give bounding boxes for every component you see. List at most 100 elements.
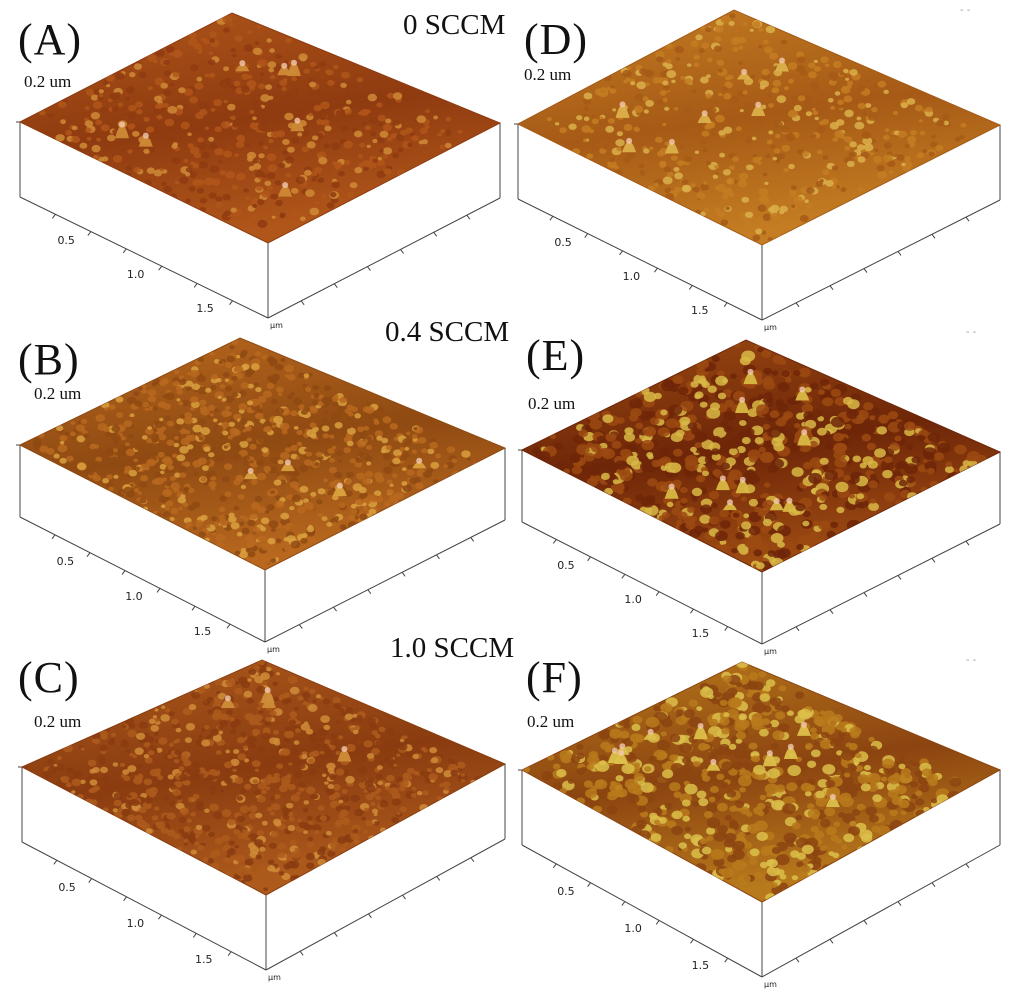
- peak-highlight: [264, 687, 271, 694]
- peak-highlight: [829, 793, 836, 800]
- peak-highlight: [619, 101, 626, 108]
- x-tick: [655, 920, 660, 925]
- z-scale-label-c: 0.2 um: [34, 712, 82, 731]
- surface-peak: [278, 185, 293, 197]
- y-tick: [965, 216, 970, 222]
- surface-peak: [280, 463, 295, 472]
- x-tick: [587, 882, 591, 888]
- y-tick: [795, 626, 800, 632]
- surface-peak: [769, 501, 784, 511]
- surface-peak: [796, 725, 811, 736]
- surface-peak: [775, 61, 790, 72]
- x-tick: [723, 302, 728, 308]
- y-axis-line: [761, 844, 1001, 978]
- surface-peak: [735, 480, 750, 494]
- y-tick: [897, 901, 902, 906]
- x-tick-label: 1.0: [622, 269, 641, 283]
- peak-highlight: [247, 467, 254, 474]
- panel-label-d: (D): [524, 15, 589, 64]
- x-tick-label: 1.5: [193, 625, 212, 638]
- surface-peak: [782, 501, 797, 512]
- y-tick: [795, 302, 800, 308]
- peak-highlight: [224, 695, 231, 702]
- surface-peak: [243, 471, 258, 480]
- afm-surface-panel: [16, 12, 502, 319]
- peak-highlight: [282, 181, 289, 188]
- y-tick: [298, 624, 303, 629]
- afm-surface-panel: [518, 339, 1002, 645]
- z-scale-label-a: 0.2 um: [24, 72, 72, 91]
- surface-peak: [735, 400, 750, 413]
- afm-surface-panel: [18, 659, 507, 971]
- x-tick: [587, 556, 591, 562]
- surface-peak: [643, 732, 658, 740]
- y-tick: [402, 894, 406, 900]
- surface-peak: [693, 726, 708, 740]
- x-tick: [121, 570, 126, 575]
- peak-highlight: [336, 482, 343, 489]
- row-title-0-sccm: 0 SCCM: [403, 9, 506, 41]
- surface-peak: [332, 486, 347, 497]
- y-tick: [863, 592, 868, 597]
- x-tick: [193, 283, 198, 288]
- afm-surface: [20, 659, 507, 896]
- surface-peak: [795, 390, 810, 401]
- peak-highlight: [741, 68, 748, 75]
- y-tick: [367, 266, 371, 271]
- y-tick: [931, 233, 936, 239]
- y-tick: [470, 537, 475, 542]
- surface-peak: [138, 136, 153, 147]
- y-tick: [470, 857, 475, 863]
- x-tick: [122, 248, 127, 254]
- x-tick: [123, 896, 127, 902]
- y-tick: [299, 950, 304, 956]
- peak-highlight: [697, 722, 704, 729]
- peak-highlight: [618, 749, 625, 756]
- y-tick: [931, 882, 936, 888]
- surface-texture: [546, 13, 967, 241]
- peak-highlight: [787, 743, 794, 750]
- x-tick: [227, 951, 232, 957]
- x-tick: [52, 213, 56, 219]
- surface-peak: [722, 503, 737, 511]
- peak-highlight: [341, 746, 348, 753]
- surface-peak: [706, 762, 721, 771]
- axis-unit-label: µm: [267, 645, 280, 654]
- y-tick: [300, 300, 305, 306]
- panel-label-b: (B): [18, 335, 80, 384]
- y-axis-line: [264, 519, 506, 643]
- y-tick: [931, 557, 936, 563]
- stray-mark: - -: [960, 5, 971, 16]
- x-tick: [51, 534, 56, 540]
- x-tick: [158, 265, 163, 271]
- y-tick: [333, 606, 337, 612]
- axis-unit-label: µm: [764, 980, 777, 989]
- x-tick: [552, 539, 557, 544]
- x-tick-label: 0.5: [58, 880, 76, 894]
- y-tick: [433, 231, 438, 237]
- peak-highlight: [668, 138, 675, 145]
- x-axis-line: [21, 841, 267, 971]
- z-scale-label-f: 0.2 um: [527, 712, 575, 731]
- peak-highlight: [739, 396, 746, 403]
- surface-peak: [277, 66, 292, 76]
- y-tick: [863, 920, 868, 925]
- y-tick: [368, 913, 372, 919]
- surface-peak: [622, 141, 637, 153]
- peak-highlight: [755, 101, 762, 108]
- row-title-1-0-sccm: 1.0 SCCM: [390, 632, 515, 664]
- x-tick: [655, 591, 660, 597]
- y-tick: [897, 251, 902, 256]
- x-tick: [158, 914, 162, 920]
- x-tick: [688, 285, 693, 290]
- x-tick-label: 0.5: [56, 555, 75, 568]
- x-tick-label: 0.5: [557, 884, 575, 898]
- y-axis-line: [267, 197, 501, 319]
- peak-highlight: [779, 57, 786, 64]
- row-title-0-4-sccm: 0.4 SCCM: [385, 316, 510, 348]
- surface-peak: [235, 64, 250, 72]
- peak-highlight: [747, 368, 754, 375]
- x-tick-label: 1.5: [691, 627, 710, 641]
- axis-unit-label: µm: [764, 323, 777, 332]
